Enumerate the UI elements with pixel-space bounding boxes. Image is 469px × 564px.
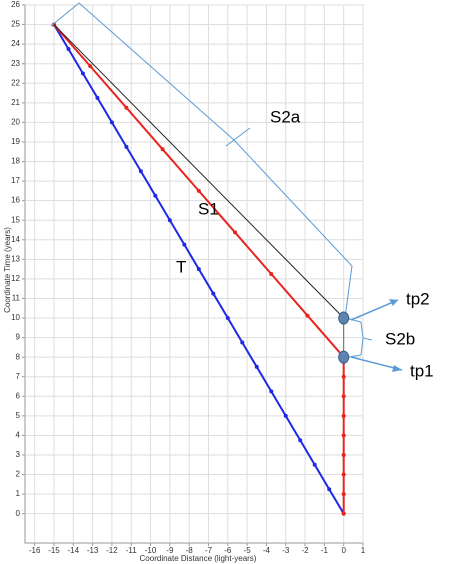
x-tick-label: -1 (321, 546, 329, 555)
point (254, 364, 259, 369)
series-label: S1 (198, 199, 219, 218)
x-tick-label: -9 (166, 546, 174, 555)
y-tick-label: 2 (16, 470, 21, 479)
y-tick-label: 8 (16, 352, 21, 361)
brace (348, 318, 373, 358)
x-tick-label: -6 (224, 546, 232, 555)
y-tick-label: 26 (11, 0, 20, 9)
x-tick-label: -11 (126, 546, 138, 555)
y-tick-label: 11 (12, 294, 21, 303)
point (341, 433, 346, 438)
point (298, 438, 303, 443)
y-axis-title: Coordinate Time (years) (3, 227, 12, 313)
point (341, 511, 346, 516)
point-label: tp2 (406, 289, 430, 308)
x-tick-label: -5 (244, 546, 252, 555)
y-tick-label: 5 (16, 411, 21, 420)
arrow-head (389, 299, 398, 306)
point (341, 492, 346, 497)
y-tick-label: 21 (11, 98, 20, 107)
x-tick-label: -15 (48, 546, 60, 555)
point (196, 188, 201, 193)
point (124, 105, 129, 110)
point (312, 462, 317, 467)
y-tick-label: 23 (11, 59, 20, 68)
x-tick-label: -16 (29, 546, 41, 555)
x-tick-label: -12 (106, 546, 118, 555)
point (138, 169, 143, 174)
y-tick-label: 3 (16, 450, 21, 459)
point (124, 144, 129, 149)
point (109, 120, 114, 125)
series-label: S2b (385, 329, 415, 348)
x-tick-label: -3 (282, 546, 290, 555)
grid (25, 4, 364, 543)
y-tick-label: 4 (16, 431, 21, 440)
point-label: tp1 (410, 361, 434, 380)
point (95, 95, 100, 100)
x-tick-label: -8 (186, 546, 194, 555)
point (233, 230, 238, 235)
x-axis-title: Coordinate Distance (light-years) (140, 554, 257, 563)
point (88, 64, 93, 69)
y-tick-label: 6 (16, 391, 21, 400)
x-tick-label: -14 (68, 546, 80, 555)
point (341, 374, 346, 379)
point (153, 193, 158, 198)
point (66, 47, 71, 52)
point (341, 394, 346, 399)
x-tick-label: -13 (87, 546, 99, 555)
point (182, 242, 187, 247)
series-line (53, 24, 345, 319)
y-tick-label: 7 (16, 372, 21, 381)
y-tick-label: 24 (11, 39, 20, 48)
point (80, 71, 85, 76)
brace (50, 2, 353, 319)
point (167, 218, 172, 223)
y-tick-label: 18 (11, 157, 20, 166)
y-tick-label: 15 (11, 215, 20, 224)
point (160, 147, 165, 152)
arrow (350, 299, 399, 321)
point (269, 272, 274, 276)
point (305, 313, 310, 318)
y-tick-label: 16 (11, 196, 20, 205)
y-tick-label: 12 (11, 274, 20, 283)
y-tick-label: 9 (16, 333, 21, 342)
point (269, 389, 274, 394)
y-tick-label: 10 (11, 313, 20, 322)
y-tick-label: 17 (11, 176, 20, 185)
point (240, 340, 245, 345)
series-label: T (176, 257, 186, 276)
y-tick-label: 25 (11, 20, 20, 29)
x-tick-label: -10 (145, 546, 157, 555)
y-tick-label: 13 (11, 254, 20, 263)
point (196, 267, 201, 272)
y-tick-label: 22 (11, 78, 20, 87)
y-tick-label: 14 (11, 235, 20, 244)
point (211, 291, 216, 296)
point (225, 316, 230, 321)
y-tick-label: 20 (11, 117, 20, 126)
turn-point (338, 350, 350, 364)
y-tick-label: 1 (16, 489, 21, 498)
y-tick-label: 0 (16, 509, 21, 518)
series-label: S2a (270, 107, 301, 126)
x-tick-label: -2 (301, 546, 309, 555)
x-tick-label: 0 (341, 546, 346, 555)
point (341, 413, 346, 418)
point (283, 413, 288, 418)
x-tick-label: -4 (263, 546, 271, 555)
turn-point (338, 311, 350, 325)
point (341, 472, 346, 477)
arrow-head (392, 365, 402, 372)
y-tick-label: 19 (11, 137, 20, 146)
plot-area (24, 4, 364, 544)
x-tick-label: 1 (361, 546, 366, 555)
point (327, 487, 332, 492)
x-tick-label: -7 (205, 546, 213, 555)
point (341, 452, 346, 457)
